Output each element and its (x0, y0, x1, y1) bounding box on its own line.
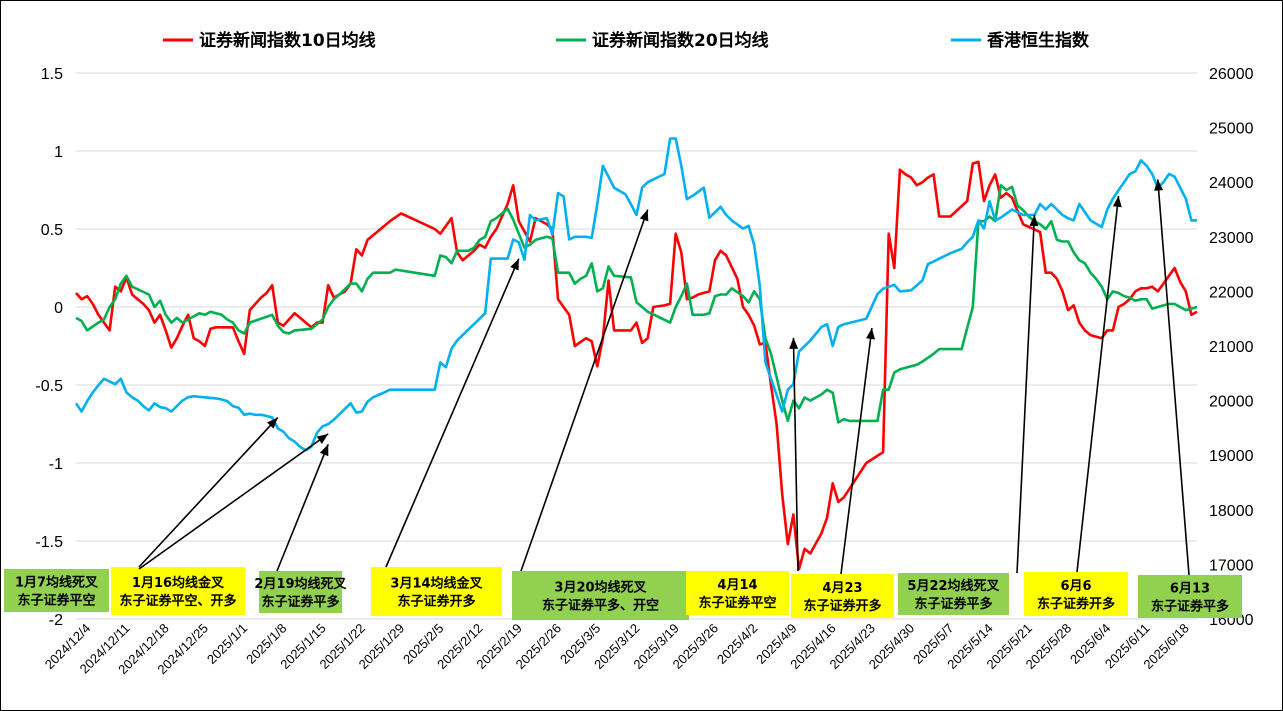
annotation-arrow (1016, 214, 1036, 574)
annotation-9: 6月6 东子证券开多 (1024, 572, 1128, 616)
annotation-line1: 3月20均线死叉 (554, 580, 647, 596)
left-tick-label: -1 (49, 456, 63, 473)
annotation-box (371, 567, 502, 616)
right-tick-label: 23000 (1209, 230, 1254, 247)
annotation-line1: 6月13 (1170, 582, 1210, 597)
right-tick-label: 19000 (1209, 448, 1254, 465)
annotation-box (791, 574, 894, 618)
left-tick-label: 1 (54, 144, 63, 161)
left-tick-label: 0.5 (41, 222, 63, 239)
x-axis-ticks: 2024/12/42024/12/112024/12/182024/12/252… (42, 621, 1192, 678)
legend-item-2: 证券新闻指数20日均线 (556, 30, 769, 51)
right-axis-ticks: 1600017000180001900020000210002200023000… (1209, 66, 1254, 629)
annotation-arrow (276, 443, 329, 572)
arrowhead (1112, 195, 1122, 208)
arrowhead (1029, 215, 1039, 227)
annotation-arrows (138, 179, 1190, 576)
series-line-1 (75, 160, 1198, 571)
annotation-box (512, 571, 689, 620)
annotation-line2: 东子证券开多 (1037, 596, 1115, 612)
legend-label: 证券新闻指数20日均线 (592, 30, 769, 51)
right-tick-label: 21000 (1209, 339, 1254, 356)
annotation-line1: 4月14 (717, 578, 757, 593)
annotation-line2: 东子证券平多 (261, 594, 339, 610)
left-axis-ticks: -2 -1.5 -1 -0.5 0 0.5 1 1.5 (35, 66, 63, 629)
series-line-2 (75, 184, 1198, 424)
annotation-line1: 3月14均线金叉 (390, 576, 483, 592)
legend-item-1: 证券新闻指数10日均线 (163, 30, 376, 51)
annotation-line1: 1月16均线金叉 (132, 575, 225, 591)
annotation-box (111, 567, 245, 615)
annotation-box (1138, 575, 1242, 618)
right-tick-label: 20000 (1209, 394, 1254, 411)
annotation-line2: 东子证券平多、开空 (542, 598, 659, 614)
annotation-6: 4月14 东子证券平空 (686, 571, 789, 615)
left-tick-label: -2 (49, 612, 63, 629)
annotation-line2: 东子证券平空 (17, 593, 95, 609)
arrowhead (267, 417, 278, 429)
arrowhead (789, 337, 799, 349)
annotation-box (259, 571, 342, 613)
annotation-line1: 6月6 (1060, 579, 1091, 594)
legend-label: 证券新闻指数10日均线 (199, 30, 376, 51)
annotation-line1: 2月19均线死叉 (254, 576, 347, 592)
legend-item-3: 香港恒生指数 (951, 30, 1090, 51)
arrowhead (866, 328, 875, 340)
annotation-arrow (840, 327, 873, 575)
annotation-7: 4月23 东子证券开多 (791, 574, 894, 618)
annotation-arrow (138, 433, 329, 570)
annotation-line1: 4月23 (822, 581, 862, 596)
annotation-arrow (1156, 179, 1190, 576)
x-tick-label: 2025/1/1 (204, 621, 250, 667)
arrowhead (319, 444, 329, 457)
gridlines (76, 72, 1197, 620)
annotation-line2: 东子证券平多 (1151, 599, 1229, 615)
annotation-arrow (385, 258, 520, 568)
annotation-box (898, 573, 1009, 615)
annotation-boxes: 1月7均线死叉东子证券平空1月16均线金叉东子证券平空、开多2月19均线死叉东子… (4, 567, 1242, 620)
annotation-line2: 东子证券平空、开多 (119, 593, 236, 609)
x-tick-label: 2025/4/2 (714, 621, 760, 667)
right-tick-label: 17000 (1209, 557, 1254, 574)
right-tick-label: 26000 (1209, 66, 1254, 83)
arrowhead (316, 433, 329, 444)
annotation-arrow (138, 416, 279, 568)
annotation-line2: 东子证券开多 (397, 594, 475, 610)
series-lines (74, 137, 1198, 571)
left-tick-label: 0 (54, 300, 63, 317)
annotation-arrow (792, 337, 799, 572)
left-tick-label: -0.5 (35, 378, 63, 395)
right-tick-label: 25000 (1209, 121, 1254, 138)
legend: 证券新闻指数10日均线 证券新闻指数20日均线 香港恒生指数 (163, 30, 1090, 51)
arrowhead (639, 209, 649, 222)
annotation-box (1024, 572, 1128, 616)
arrowhead (510, 258, 519, 271)
right-tick-label: 24000 (1209, 175, 1254, 192)
annotation-line2: 东子证券平空 (698, 595, 776, 611)
legend-label: 香港恒生指数 (987, 30, 1090, 51)
left-tick-label: -1.5 (35, 534, 63, 551)
annotation-line1: 1月7均线死叉 (15, 575, 99, 591)
annotation-arrow (520, 209, 649, 572)
annotation-line2: 东子证券平多 (914, 596, 992, 612)
arrowhead (1154, 179, 1164, 191)
annotation-line2: 东子证券开多 (803, 598, 881, 614)
annotation-box (4, 569, 109, 612)
left-tick-label: 1.5 (41, 66, 63, 83)
right-tick-label: 18000 (1209, 503, 1254, 520)
right-tick-label: 22000 (1209, 284, 1254, 301)
annotation-10: 6月13 东子证券平多 (1138, 575, 1242, 618)
annotation-box (686, 571, 789, 615)
annotation-line1: 5月22均线死叉 (907, 578, 1000, 594)
series-line-3 (74, 137, 1197, 452)
annotation-arrow (1076, 195, 1120, 573)
